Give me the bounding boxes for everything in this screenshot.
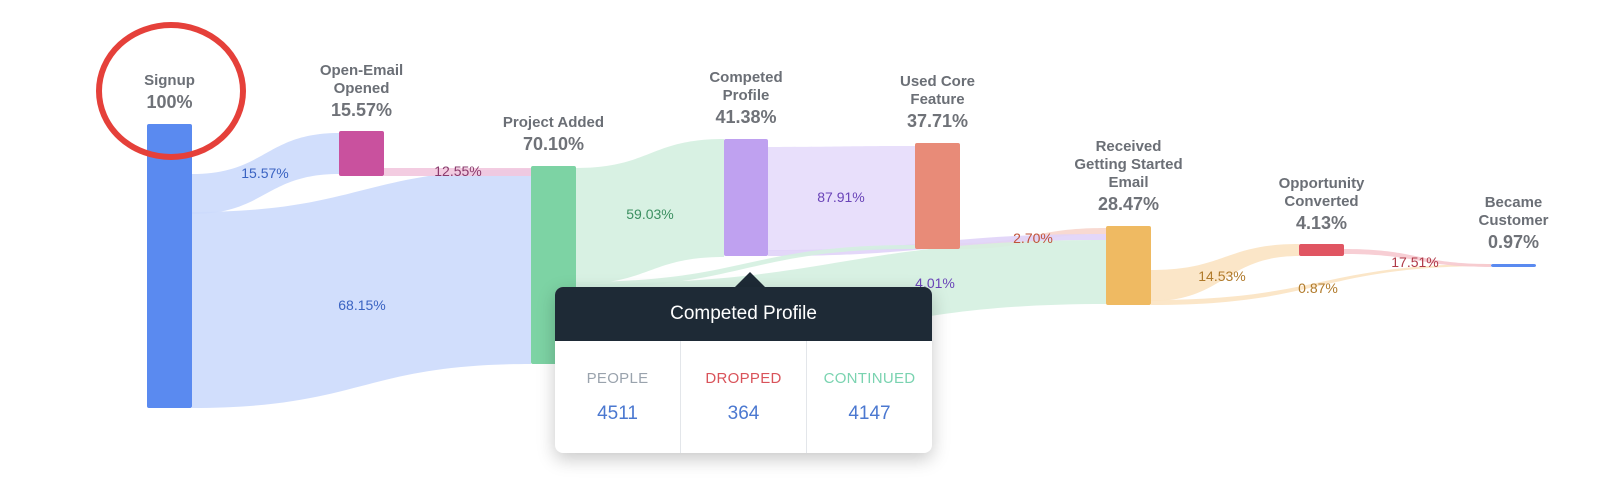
tooltip-continued-value: 4147 [848,402,891,424]
node-label-became-customer: Became Customer 0.97% [1478,194,1548,251]
flow-label-signup-to-project-added: 68.15% [338,297,386,313]
node-name-project-added: Project Added [502,114,605,131]
node-name-opportunity: Opportunity Converted [1278,175,1365,210]
flow-project-added-to-used-core[interactable] [576,245,915,288]
node-pct-project-added: 70.10% [522,134,585,154]
node-name-received-email: Received Getting Started Email [1074,138,1183,191]
tooltip-dropped: DROPPED 364 [680,341,806,453]
flow-label-received-email-to-became-customer: 0.87% [1298,280,1338,296]
tooltip-people-value: 4511 [597,402,638,424]
node-label-project-added: Project Added 70.10% [503,114,604,153]
node-bar-signup[interactable] [147,124,192,408]
node-label-signup: Signup 100% [144,72,195,111]
flow-open-email-to-project-added[interactable] [384,168,531,176]
flow-label-opportunity-to-became-customer: 17.51% [1391,254,1439,270]
node-name-open-email: Open-Email Opened [319,62,404,97]
node-name-signup: Signup [144,72,195,89]
flow-label-competed-profile-to-used-core: 87.91% [817,189,865,205]
flow-competed-profile-to-used-core[interactable] [768,146,915,251]
tooltip-competed-profile: Competed Profile PEOPLE 4511 DROPPED 364… [555,287,932,453]
node-pct-used-core: 37.71% [906,111,969,131]
node-bar-open-email[interactable] [339,131,384,176]
tooltip-people-label: PEOPLE [586,369,649,387]
flow-label-signup-to-open-email: 15.57% [241,165,289,181]
node-pct-open-email: 15.57% [330,100,393,120]
flow-opportunity-to-became-customer[interactable] [1344,249,1491,267]
tooltip-arrow [735,272,765,287]
flow-received-email-to-opportunity[interactable] [1151,244,1299,301]
flow-received-email-to-became-customer[interactable] [1151,264,1491,305]
flow-label-project-added-to-competed-profile: 59.03% [626,206,674,222]
node-pct-signup: 100% [146,92,193,112]
node-label-used-core: Used Core Feature 37.71% [900,73,975,130]
flow-label-used-core-to-received-email: 2.70% [1013,230,1053,246]
flow-project-added-to-competed-profile[interactable] [576,139,724,284]
tooltip-continued: CONTINUED 4147 [806,341,932,453]
node-label-opportunity: Opportunity Converted 4.13% [1279,175,1365,232]
flow-signup-to-open-email[interactable] [192,133,339,214]
node-pct-became-customer: 0.97% [1487,232,1540,252]
tooltip-title: Competed Profile [555,287,932,341]
node-bar-became-customer[interactable] [1491,264,1536,267]
highlight-circle [96,22,246,160]
node-label-open-email: Open-Email Opened 15.57% [320,62,403,119]
node-pct-opportunity: 4.13% [1295,213,1348,233]
node-bar-opportunity[interactable] [1299,244,1344,256]
node-pct-competed-profile: 41.38% [715,107,777,127]
node-name-used-core: Used Core Feature [899,73,976,108]
node-bar-used-core[interactable] [915,143,960,249]
node-pct-received-email: 28.47% [1097,194,1160,214]
node-bar-received-email[interactable] [1106,226,1151,305]
node-name-became-customer: Became Customer [1478,194,1549,229]
tooltip-people: PEOPLE 4511 [555,341,680,453]
flow-signup-to-project-added[interactable] [192,169,531,408]
tooltip-continued-label: CONTINUED [823,369,916,387]
flow-label-received-email-to-opportunity: 14.53% [1198,268,1246,284]
flow-label-open-email-to-project-added: 12.55% [434,163,482,179]
tooltip-dropped-value: 364 [727,402,760,424]
tooltip-dropped-label: DROPPED [705,369,782,387]
node-label-received-email: Received Getting Started Email 28.47% [1074,138,1182,213]
node-label-competed-profile: Competed Profile 41.38% [709,69,782,126]
node-bar-competed-profile[interactable] [724,139,768,256]
node-name-competed-profile: Competed Profile [709,69,783,104]
